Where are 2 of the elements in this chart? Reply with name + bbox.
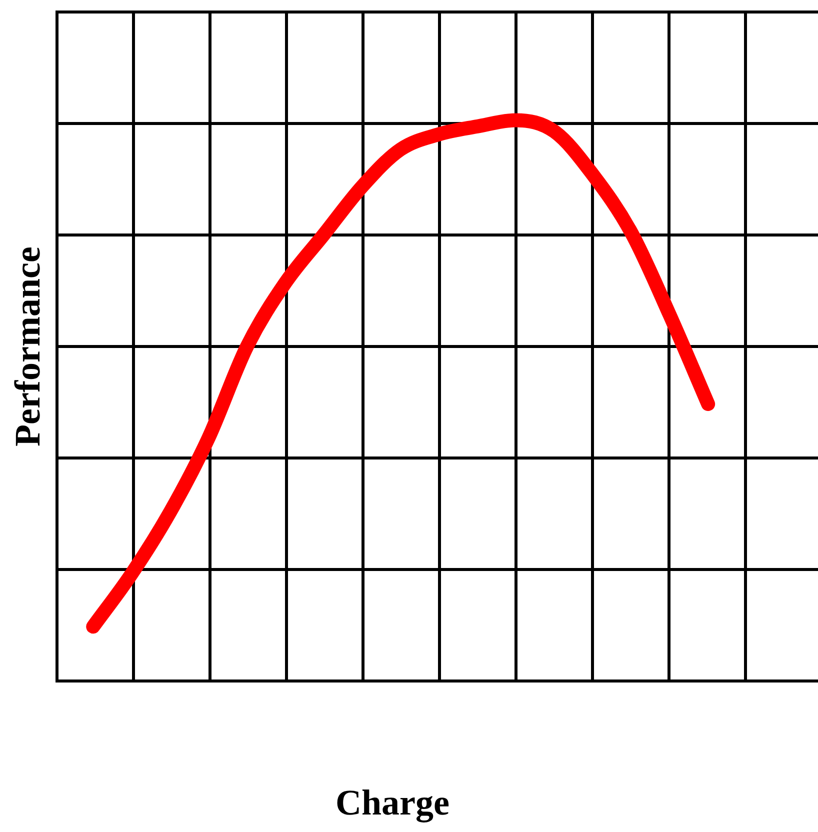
y-axis-title: Performance [7,246,48,446]
x-axis-title: Charge [336,782,450,822]
